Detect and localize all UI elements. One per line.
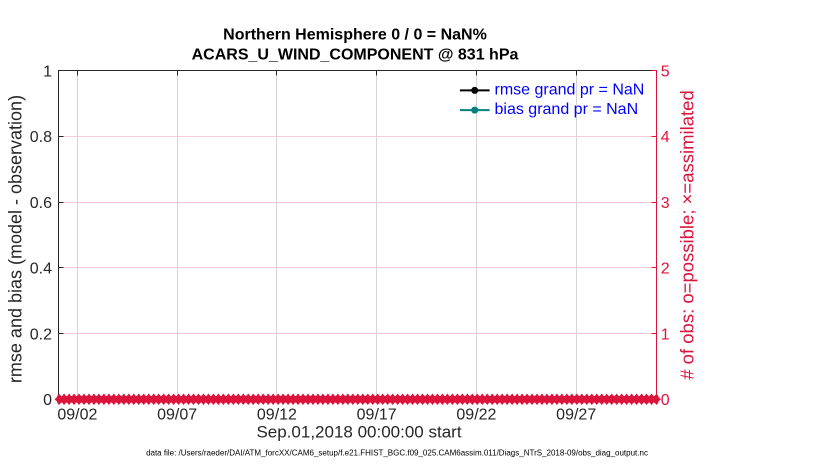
svg-text:0.6: 0.6 (30, 195, 52, 212)
svg-text:09/02: 09/02 (57, 407, 97, 424)
svg-text:0: 0 (661, 392, 670, 409)
svg-text:data file: /Users/raeder/DAI/A: data file: /Users/raeder/DAI/ATM_forcXX/… (146, 449, 648, 458)
svg-text:1: 1 (43, 63, 52, 80)
svg-text:ACARS_U_WIND_COMPONENT @ 831 h: ACARS_U_WIND_COMPONENT @ 831 hPa (192, 46, 519, 63)
svg-text:3: 3 (661, 195, 670, 212)
svg-text:09/07: 09/07 (157, 407, 197, 424)
svg-text:2: 2 (661, 261, 670, 278)
svg-text:Northern Hemisphere 0 / 0 = Na: Northern Hemisphere 0 / 0 = NaN% (223, 27, 487, 44)
svg-text:5: 5 (661, 63, 670, 80)
svg-text:Sep.01,2018 00:00:00 start: Sep.01,2018 00:00:00 start (256, 423, 461, 442)
svg-text:0.4: 0.4 (30, 261, 52, 278)
svg-text:0: 0 (43, 392, 52, 409)
svg-text:4: 4 (661, 129, 670, 146)
svg-text:09/27: 09/27 (556, 407, 596, 424)
svg-text:09/17: 09/17 (357, 407, 397, 424)
svg-text:bias grand pr = NaN: bias grand pr = NaN (495, 101, 639, 118)
svg-text:0.2: 0.2 (30, 326, 52, 343)
svg-text:09/22: 09/22 (456, 407, 496, 424)
svg-text:rmse grand pr = NaN: rmse grand pr = NaN (495, 81, 645, 98)
svg-text:1: 1 (661, 326, 670, 343)
svg-text:0.8: 0.8 (30, 129, 52, 146)
svg-text:rmse and bias (model - observa: rmse and bias (model - observation) (6, 95, 26, 383)
svg-text:# of obs: o=possible; ×=assimi: # of obs: o=possible; ×=assimilated (677, 90, 698, 380)
svg-text:09/12: 09/12 (257, 407, 297, 424)
